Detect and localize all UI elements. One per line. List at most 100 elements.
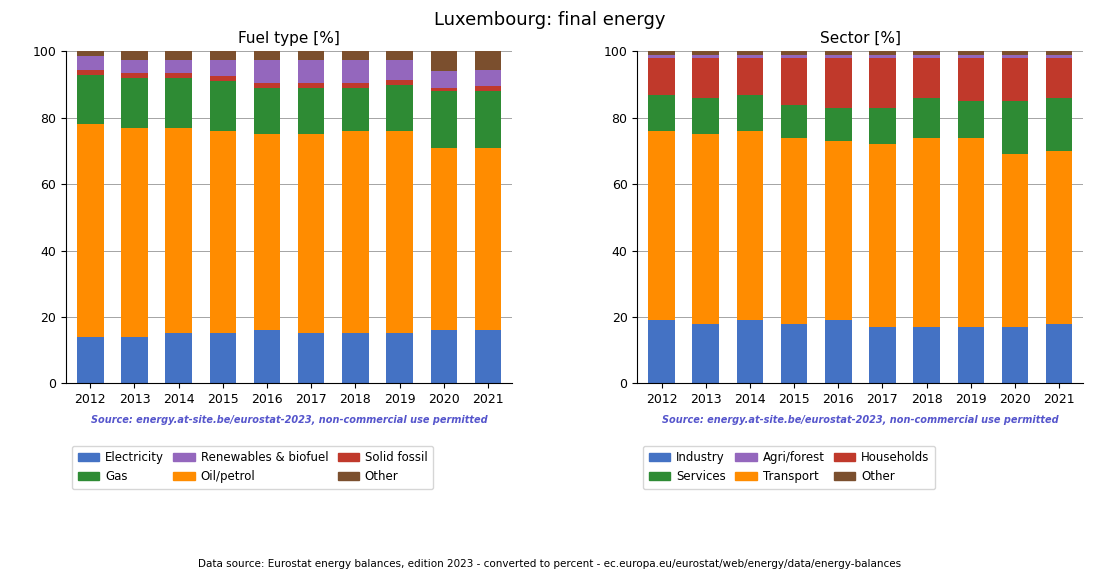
Bar: [342, 88, 369, 131]
Bar: [386, 51, 412, 60]
Bar: [298, 60, 324, 83]
Bar: [1002, 51, 1028, 55]
Bar: [648, 131, 674, 320]
Bar: [77, 57, 103, 70]
Bar: [869, 55, 895, 58]
Bar: [781, 58, 807, 105]
Bar: [475, 70, 502, 86]
Bar: [342, 83, 369, 88]
Bar: [165, 73, 191, 78]
Bar: [913, 51, 939, 55]
Bar: [913, 138, 939, 327]
Bar: [475, 148, 502, 330]
Bar: [869, 327, 895, 383]
Bar: [1046, 55, 1072, 58]
Bar: [648, 94, 674, 131]
Bar: [1046, 58, 1072, 98]
Bar: [254, 60, 280, 83]
Bar: [737, 94, 763, 131]
Bar: [825, 108, 851, 141]
Bar: [165, 51, 191, 60]
Bar: [77, 75, 103, 125]
Title: Fuel type [%]: Fuel type [%]: [239, 31, 340, 46]
Bar: [121, 337, 147, 383]
Bar: [386, 131, 412, 333]
Bar: [693, 51, 719, 55]
Bar: [913, 327, 939, 383]
Bar: [693, 134, 719, 324]
Bar: [1046, 151, 1072, 324]
Bar: [958, 327, 984, 383]
Bar: [1046, 324, 1072, 383]
Bar: [165, 333, 191, 383]
Bar: [165, 78, 191, 128]
Bar: [825, 141, 851, 320]
Bar: [430, 330, 456, 383]
Bar: [254, 330, 280, 383]
Bar: [77, 337, 103, 383]
Bar: [342, 131, 369, 333]
Bar: [165, 60, 191, 73]
Bar: [121, 51, 147, 60]
Bar: [737, 55, 763, 58]
Bar: [298, 134, 324, 333]
Bar: [386, 80, 412, 85]
Bar: [958, 55, 984, 58]
Bar: [430, 51, 456, 72]
Bar: [77, 125, 103, 337]
Bar: [210, 60, 236, 77]
Bar: [869, 51, 895, 55]
Bar: [1002, 327, 1028, 383]
Bar: [869, 144, 895, 327]
Bar: [737, 131, 763, 320]
Bar: [430, 88, 456, 92]
Bar: [825, 55, 851, 58]
Bar: [342, 60, 369, 83]
Bar: [648, 55, 674, 58]
Bar: [121, 60, 147, 73]
Bar: [121, 128, 147, 337]
Bar: [1046, 98, 1072, 151]
Bar: [693, 324, 719, 383]
Bar: [737, 58, 763, 94]
Bar: [121, 73, 147, 78]
Bar: [77, 70, 103, 75]
Bar: [430, 148, 456, 330]
Bar: [648, 51, 674, 55]
Bar: [298, 51, 324, 60]
Bar: [693, 58, 719, 98]
Bar: [386, 333, 412, 383]
Bar: [210, 333, 236, 383]
Bar: [737, 320, 763, 383]
Text: Source: energy.at-site.be/eurostat-2023, non-commercial use permitted: Source: energy.at-site.be/eurostat-2023,…: [662, 415, 1058, 425]
Bar: [693, 98, 719, 134]
Text: Source: energy.at-site.be/eurostat-2023, non-commercial use permitted: Source: energy.at-site.be/eurostat-2023,…: [91, 415, 487, 425]
Bar: [342, 333, 369, 383]
Bar: [869, 108, 895, 144]
Bar: [298, 88, 324, 134]
Bar: [958, 138, 984, 327]
Bar: [825, 51, 851, 55]
Bar: [430, 72, 456, 88]
Bar: [781, 51, 807, 55]
Bar: [254, 51, 280, 60]
Bar: [475, 86, 502, 92]
Bar: [913, 98, 939, 138]
Bar: [693, 55, 719, 58]
Bar: [386, 60, 412, 80]
Bar: [1046, 51, 1072, 55]
Bar: [165, 128, 191, 333]
Bar: [210, 81, 236, 131]
Bar: [958, 51, 984, 55]
Title: Sector [%]: Sector [%]: [820, 31, 901, 46]
Bar: [781, 324, 807, 383]
Bar: [475, 92, 502, 148]
Bar: [913, 58, 939, 98]
Text: Data source: Eurostat energy balances, edition 2023 - converted to percent - ec.: Data source: Eurostat energy balances, e…: [198, 559, 902, 569]
Bar: [781, 138, 807, 324]
Bar: [913, 55, 939, 58]
Text: Luxembourg: final energy: Luxembourg: final energy: [434, 11, 666, 29]
Bar: [210, 76, 236, 81]
Bar: [475, 51, 502, 70]
Bar: [958, 58, 984, 101]
